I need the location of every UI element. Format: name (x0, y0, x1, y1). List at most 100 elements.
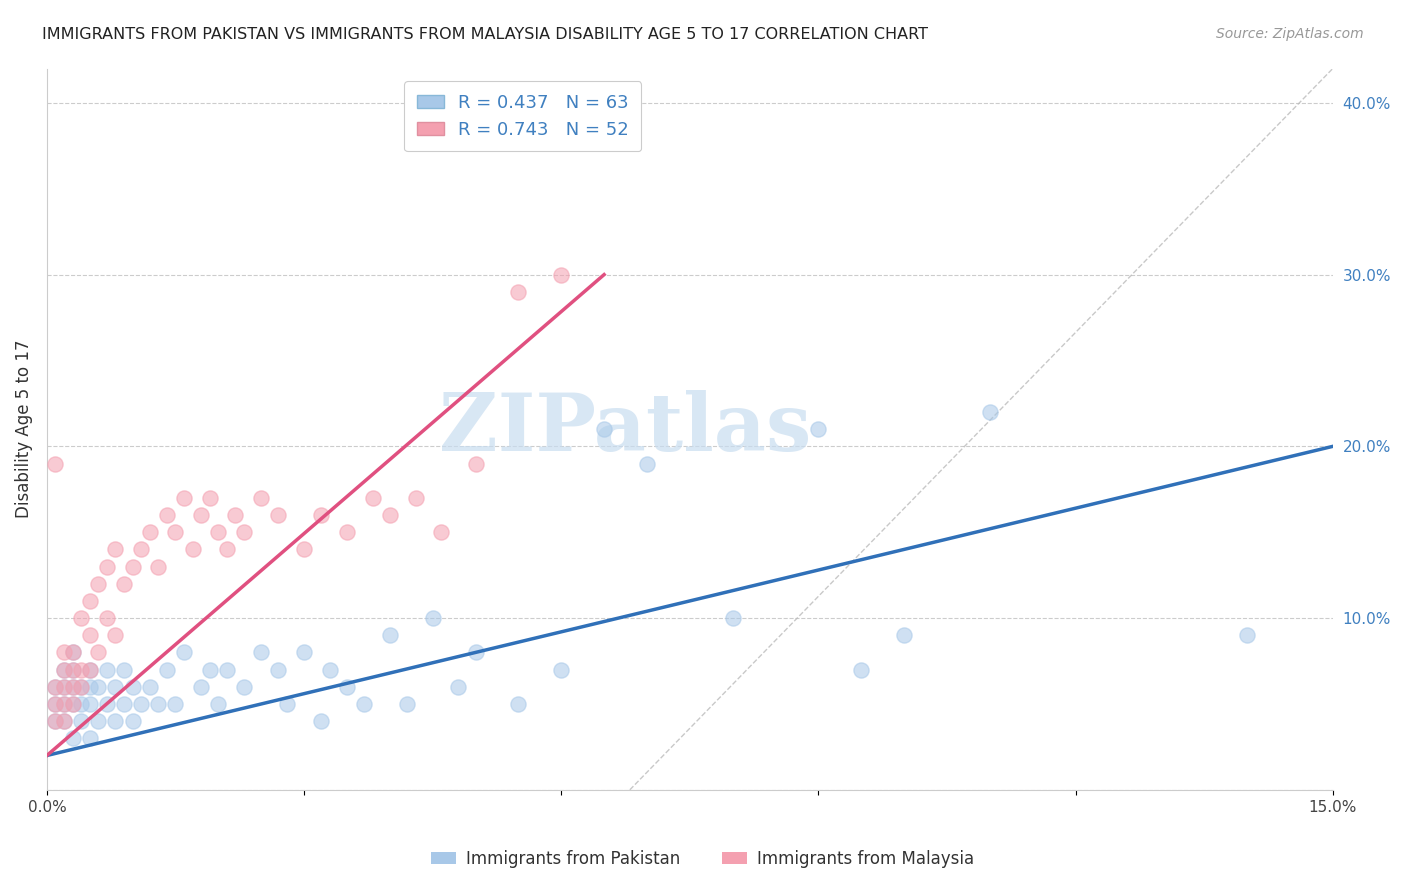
Point (292, 542, 315, 557)
Point (96, 611, 118, 625)
Point (79, 628, 101, 642)
Point (207, 525, 229, 540)
Point (207, 697, 229, 711)
Point (44, 680, 66, 694)
Point (104, 714, 127, 728)
Point (979, 405, 1001, 419)
Point (148, 559, 170, 574)
Point (190, 680, 212, 694)
Point (405, 491, 427, 505)
Point (44, 714, 66, 728)
Point (79, 663, 101, 677)
Point (893, 628, 915, 642)
Point (121, 559, 143, 574)
Point (87, 645, 110, 659)
Point (87, 576, 110, 591)
Point (422, 611, 444, 625)
Point (593, 422, 616, 436)
Point (53, 645, 76, 659)
Point (62, 680, 84, 694)
Point (378, 628, 401, 642)
Point (156, 508, 179, 522)
Point (508, 697, 530, 711)
Point (70, 697, 93, 711)
Point (309, 714, 332, 728)
Point (62, 697, 84, 711)
Point (96, 663, 118, 677)
Point (79, 594, 101, 608)
Point (44, 697, 66, 711)
Point (79, 663, 101, 677)
Point (224, 508, 246, 522)
Point (233, 525, 256, 540)
Point (62, 680, 84, 694)
Point (139, 525, 162, 540)
Point (104, 680, 127, 694)
Point (198, 491, 221, 505)
Point (53, 680, 76, 694)
Point (508, 285, 530, 299)
Point (62, 663, 84, 677)
Point (62, 645, 84, 659)
Point (215, 542, 238, 557)
Point (190, 508, 212, 522)
Point (87, 680, 110, 694)
Point (112, 663, 135, 677)
Point (173, 645, 195, 659)
Point (1236, 628, 1258, 642)
Point (148, 697, 170, 711)
Y-axis label: Disability Age 5 to 17: Disability Age 5 to 17 (15, 340, 32, 518)
Point (70, 611, 93, 625)
Point (62, 697, 84, 711)
Point (165, 525, 187, 540)
Point (181, 542, 204, 557)
Point (851, 663, 873, 677)
Point (447, 680, 470, 694)
Point (53, 714, 76, 728)
Point (129, 697, 152, 711)
Point (336, 525, 359, 540)
Point (378, 508, 401, 522)
Point (250, 645, 273, 659)
Point (44, 714, 66, 728)
Point (79, 697, 101, 711)
Point (250, 491, 273, 505)
Point (79, 680, 101, 694)
Point (430, 525, 453, 540)
Point (121, 714, 143, 728)
Point (53, 697, 76, 711)
Point (807, 422, 830, 436)
Point (104, 542, 127, 557)
Point (636, 457, 658, 471)
Text: ZIPatlas: ZIPatlas (440, 390, 811, 468)
Point (336, 680, 359, 694)
Point (550, 663, 572, 677)
Point (62, 731, 84, 746)
Point (96, 559, 118, 574)
Point (464, 645, 486, 659)
Point (121, 680, 143, 694)
Point (53, 714, 76, 728)
Point (721, 611, 744, 625)
Point (53, 663, 76, 677)
Point (550, 268, 572, 282)
Text: IMMIGRANTS FROM PAKISTAN VS IMMIGRANTS FROM MALAYSIA DISABILITY AGE 5 TO 17 CORR: IMMIGRANTS FROM PAKISTAN VS IMMIGRANTS F… (42, 27, 928, 42)
Point (165, 697, 187, 711)
Point (129, 542, 152, 557)
Point (79, 731, 101, 746)
Point (53, 663, 76, 677)
Text: Source: ZipAtlas.com: Source: ZipAtlas.com (1216, 27, 1364, 41)
Point (70, 663, 93, 677)
Point (309, 508, 332, 522)
Point (464, 457, 486, 471)
Point (112, 697, 135, 711)
Point (112, 576, 135, 591)
Point (96, 697, 118, 711)
Point (87, 714, 110, 728)
Point (353, 697, 375, 711)
Point (44, 680, 66, 694)
Point (70, 714, 93, 728)
Point (361, 491, 384, 505)
Point (70, 680, 93, 694)
Point (139, 680, 162, 694)
